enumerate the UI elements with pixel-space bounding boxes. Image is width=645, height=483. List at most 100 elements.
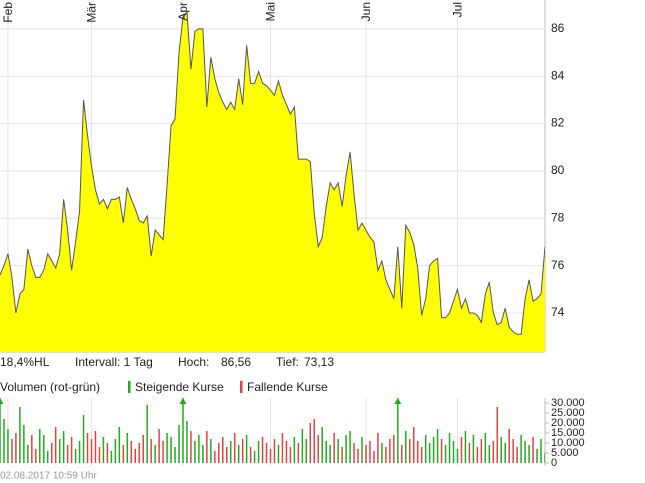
volume-bar [15,433,17,463]
y-tick-label: 15.000 [551,427,585,439]
volume-bar [444,445,447,463]
volume-bar [253,451,256,463]
volume-bar [114,439,117,463]
volume-bar [325,441,327,463]
volume-bar [401,445,403,463]
volume-bar [313,419,316,463]
volume-bar [381,443,383,463]
volume-bar [186,421,188,463]
volume-bar [257,441,260,463]
info-text: Intervall: 1 Tag [75,355,153,369]
volume-bar [269,449,272,463]
volume-bar [448,433,451,463]
volume-bar [237,445,240,463]
volume-bar [23,425,25,463]
volume-bar [74,449,77,463]
y-tick-label: 20.000 [551,417,585,429]
volume-bar [166,433,168,463]
y-tick-label: 78 [551,210,565,224]
legend-swatch [128,381,131,393]
x-tick-label: Mär [85,2,99,23]
volume-bar [210,439,212,463]
volume-bar [476,447,479,463]
volume-bar [333,433,335,463]
volume-bar [110,451,113,463]
volume-bar [154,445,156,463]
volume-bar [226,447,228,463]
volume-bar [456,449,459,463]
volume-bar [408,439,411,463]
volume-bar [468,443,471,463]
volume-bar [134,449,137,463]
y-tick-label: 82 [551,116,565,130]
y-tick-label: 86 [551,21,565,35]
volume-bar [19,407,21,463]
volume-bar [281,433,284,463]
overflow-arrow [394,398,402,404]
volume-bar [420,447,423,463]
volume-bar [305,439,308,463]
volume-bar [198,435,200,463]
volume-bar [229,441,232,463]
volume-bar [365,445,367,463]
volume-bar [516,447,518,463]
volume-bar [397,398,399,463]
volume-bar [349,431,351,463]
volume-bar [464,431,467,463]
volume-bar [35,449,37,463]
volume-bar [182,398,184,463]
volume-bar [46,451,49,463]
y-tick-label: 25.000 [551,407,585,419]
volume-bar [460,437,463,463]
volume-bar [428,443,431,463]
volume-bar [174,447,176,463]
volume-bar [162,441,164,463]
volume-bar [341,447,343,463]
volume-bar [39,429,41,463]
y-tick-label: 76 [551,258,565,272]
volume-bar [126,433,129,463]
volume-bar [321,427,323,463]
volume-bar [540,439,542,463]
legend-label: Steigende Kurse [135,380,224,394]
volume-bar [43,435,45,463]
volume-bar [31,435,33,463]
volume-bar [98,447,101,463]
x-tick-label: Mai [264,2,278,21]
volume-bar [309,423,312,463]
volume-bar [150,439,152,463]
volume-bar [524,441,526,463]
volume-bar [285,441,288,463]
volume-bar [58,439,61,463]
volume-bar [66,445,69,463]
volume-bar [194,441,196,463]
info-text: Tief: [276,355,299,369]
legend-swatch [240,381,243,393]
volume-bar [138,443,140,463]
volume-bar [158,429,160,463]
volume-bar [488,445,491,463]
volume-bar [520,435,522,463]
x-tick-label: Jul [451,2,465,17]
timestamp: 02.08.2017 10:59 Uhr [0,471,97,482]
volume-bar [293,437,296,463]
volume-bar [11,439,13,463]
info-text: 86,56 [221,355,251,369]
volume-bar [432,437,435,463]
overflow-arrow [0,398,4,404]
volume-bar [3,419,5,463]
volume-bar [206,431,208,463]
volume-bar [261,437,264,463]
volume-bar [277,445,280,463]
volume-bar [393,435,395,463]
volume-bar [508,429,510,463]
volume-bar [170,437,172,463]
y-tick-label: 5.000 [551,447,579,459]
volume-bar [480,439,483,463]
volume-bar [94,431,97,463]
volume-bar [440,439,443,463]
volume-bar [405,431,407,463]
volume-bar [452,441,455,463]
volume-bar [190,431,192,463]
